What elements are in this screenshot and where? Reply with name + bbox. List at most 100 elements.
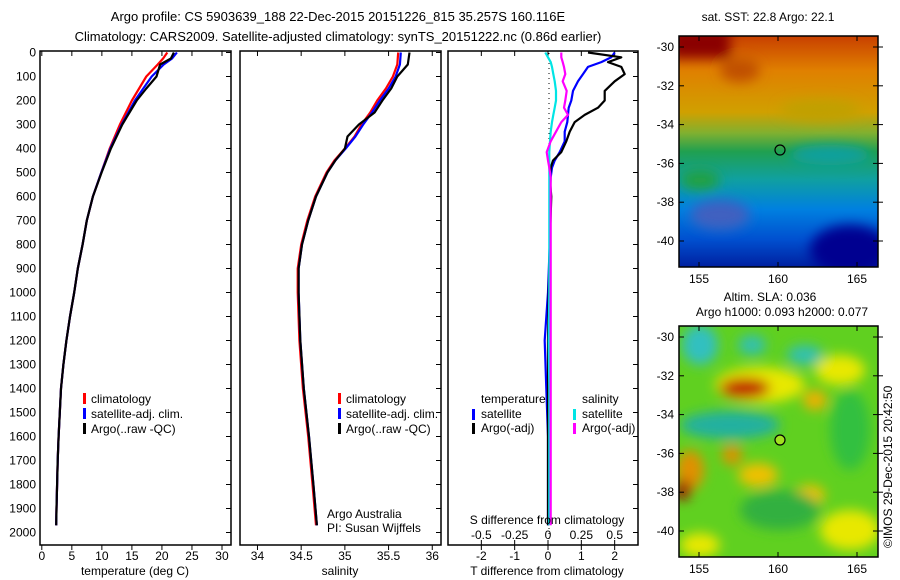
legend-swatch-satellite (338, 408, 341, 419)
sst-map: sat. SST: 22.8 Argo: 22.1 155 160 165 -30 -3… (657, 10, 883, 286)
legend-label: satellite (481, 407, 522, 421)
salinity-legend: climatology satellite-adj. clim. Argo(..… (338, 392, 438, 436)
salinity-panel: 34 34.5 35 35.5 36 salinity climatology sate… (239, 50, 442, 578)
series-line-argo-raw-qc- (297, 52, 411, 526)
x-tick-label: 5 (68, 549, 75, 563)
x2-tick-label: 0 (545, 528, 552, 542)
figure-title-line2: Climatology: CARS2009. Satellite-adjuste… (75, 29, 602, 44)
x2-tick-label: -0.25 (501, 528, 529, 542)
argo-location-marker (774, 434, 786, 446)
depth-tick-label: 1800 (9, 478, 36, 492)
map-x-tick-label: 155 (689, 562, 709, 576)
legend-swatch-climatology (338, 393, 341, 404)
map-y-tick-label: -40 (657, 234, 675, 248)
x-tick-label: 2 (611, 549, 618, 563)
legend-swatch-t-satellite (472, 409, 475, 420)
x-tick-label: 1 (578, 549, 585, 563)
map-y-tick-label: -38 (657, 195, 675, 209)
legend-swatch-climatology (83, 393, 86, 404)
legend-label: satellite-adj. clim. (91, 407, 183, 421)
x2-tick-label: -0.5 (471, 528, 492, 542)
depth-tick-label: 100 (16, 70, 36, 84)
legend-label: Argo(..raw -QC) (346, 422, 431, 436)
x-tick-label: 0 (545, 549, 552, 563)
x-tick-label: 20 (155, 549, 169, 563)
legend-label: Argo(..raw -QC) (91, 422, 176, 436)
x-tick-label: 0 (38, 549, 45, 563)
map-y-tick-label: -30 (657, 40, 675, 54)
salinity-xlabel: salinity (322, 564, 359, 578)
credit-line1: Argo Australia (327, 507, 402, 521)
x-tick-label: 30 (215, 549, 229, 563)
difference-legend: temperature salinity satellite Argo(-adj… (472, 392, 635, 435)
depth-tick-label: 1200 (9, 334, 36, 348)
map-y-tick-label: -36 (657, 446, 675, 460)
map-y-tick-label: -34 (657, 118, 675, 132)
depth-axis-labels: 0 100 200 300 400 500 600 700 800 900 1000 1100 1200… (9, 46, 638, 540)
map-x-tick-label: 165 (847, 562, 867, 576)
legend-swatch-s-satellite (573, 409, 576, 420)
depth-tick-label: 700 (16, 214, 36, 228)
series-line-climatology (55, 51, 169, 526)
argo-location-marker (774, 144, 786, 156)
legend-label: Argo(-adj) (582, 421, 635, 435)
depth-tick-label: 1700 (9, 454, 36, 468)
figure-title-line1: Argo profile: CS 5903639_188 22-Dec-2015… (111, 9, 566, 24)
legend-label: satellite (582, 407, 623, 421)
sla-map: Altim. SLA: 0.036 Argo h1000: 0.093 h200… (657, 290, 883, 576)
depth-tick-label: 400 (16, 142, 36, 156)
depth-tick-label: 2000 (9, 526, 36, 540)
map-y-tick-label: -36 (657, 156, 675, 170)
series-line-s-argo-adj- (545, 52, 570, 526)
depth-tick-label: 600 (16, 190, 36, 204)
legend-label: climatology (346, 392, 406, 406)
sla-map-title: Altim. SLA: 0.036 (724, 290, 817, 304)
series-line-t-satellite (543, 51, 616, 526)
legend-swatch-satellite (83, 408, 86, 419)
imos-timestamp: ©IMOS 29-Dec-2015 20:42:50 (881, 385, 895, 548)
depth-tick-label: 900 (16, 262, 36, 276)
legend-label: satellite-adj. clim. (346, 407, 438, 421)
depth-tick-label: 500 (16, 166, 36, 180)
map-x-tick-label: 165 (847, 272, 867, 286)
depth-tick-label: 300 (16, 118, 36, 132)
series-line-argo-raw-qc- (55, 52, 175, 526)
x2-tick-label: 0.5 (606, 528, 623, 542)
depth-tick-label: 0 (29, 46, 36, 60)
depth-tick-label: 1500 (9, 406, 36, 420)
x-tick-label: 36 (426, 549, 440, 563)
map-x-tick-label: 160 (768, 272, 788, 286)
temperature-panel: 0 5 10 15 20 25 30 temperature (deg C) climato… (38, 50, 232, 578)
x-tick-label: 35 (338, 549, 352, 563)
depth-tick-label: 1400 (9, 382, 36, 396)
sst-map-title: sat. SST: 22.8 Argo: 22.1 (702, 10, 835, 24)
x2-tick-label: 0.25 (570, 528, 594, 542)
depth-tick-label: 1300 (9, 358, 36, 372)
legend-label: Argo(-adj) (481, 421, 534, 435)
legend-swatch-t-argo (472, 423, 475, 434)
temperature-legend: climatology satellite-adj. clim. Argo(..… (83, 392, 183, 436)
map-y-tick-label: -32 (657, 369, 675, 383)
map-y-tick-label: -34 (657, 408, 675, 422)
legend-swatch-argo (338, 423, 341, 434)
legend-title-salinity: salinity (582, 392, 619, 406)
depth-tick-label: 1600 (9, 430, 36, 444)
legend-title-temperature: temperature (481, 392, 546, 406)
series-line-satellite-adj-clim- (297, 52, 402, 526)
s-diff-xlabel: S difference from climatology (470, 513, 625, 527)
x-tick-label: 35.5 (377, 549, 401, 563)
sla-map-subtitle: Argo h1000: 0.093 h2000: 0.077 (696, 305, 868, 319)
x-tick-label: 34.5 (289, 549, 313, 563)
map-y-tick-label: -32 (657, 79, 675, 93)
x-tick-label: 15 (125, 549, 139, 563)
temperature-xlabel: temperature (deg C) (81, 564, 189, 578)
x-tick-label: 10 (95, 549, 109, 563)
difference-panel: -2 -1 0 1 2 -0.5 -0.25 0 0.25 0.5 T difference fr… (447, 50, 639, 578)
depth-tick-label: 1100 (10, 310, 36, 324)
legend-label: climatology (91, 392, 151, 406)
x-tick-label: -1 (509, 549, 520, 563)
depth-tick-label: 1000 (9, 286, 36, 300)
series-line-climatology (296, 52, 400, 526)
map-y-tick-label: -40 (657, 524, 675, 538)
x-tick-label: 25 (185, 549, 199, 563)
